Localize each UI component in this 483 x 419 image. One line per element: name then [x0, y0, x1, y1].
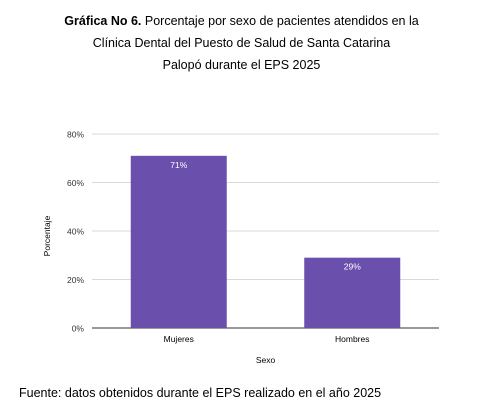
- caption-label: Gráfica No 6.: [64, 14, 142, 28]
- y-tick-label: 40%: [67, 227, 84, 237]
- source-note: Fuente: datos obtenidos durante el EPS r…: [19, 386, 382, 400]
- y-axis-title: Porcentaje: [42, 215, 52, 256]
- chart-caption: Gráfica No 6. Porcentaje por sexo de pac…: [0, 10, 483, 76]
- caption-line-3: Palopó durante el EPS 2025: [162, 58, 321, 72]
- caption-line-2: Clínica Dental del Puesto de Salud de Sa…: [92, 36, 391, 50]
- x-tick-label: Mujeres: [164, 334, 194, 344]
- data-label: 71%: [170, 160, 187, 170]
- y-tick-label: 0%: [72, 324, 85, 334]
- caption-text-1: Porcentaje por sexo de pacientes atendid…: [144, 14, 419, 28]
- y-tick-label: 60%: [67, 178, 84, 188]
- x-axis-title: Sexo: [256, 355, 276, 365]
- bar-mujeres: [130, 155, 227, 328]
- data-label: 29%: [344, 262, 361, 272]
- y-tick-label: 20%: [67, 275, 84, 285]
- bar-hombres: [304, 257, 401, 328]
- y-tick-label: 80%: [67, 130, 84, 140]
- x-tick-label: Hombres: [335, 334, 369, 344]
- caption-line-1: Gráfica No 6. Porcentaje por sexo de pac…: [0, 10, 483, 32]
